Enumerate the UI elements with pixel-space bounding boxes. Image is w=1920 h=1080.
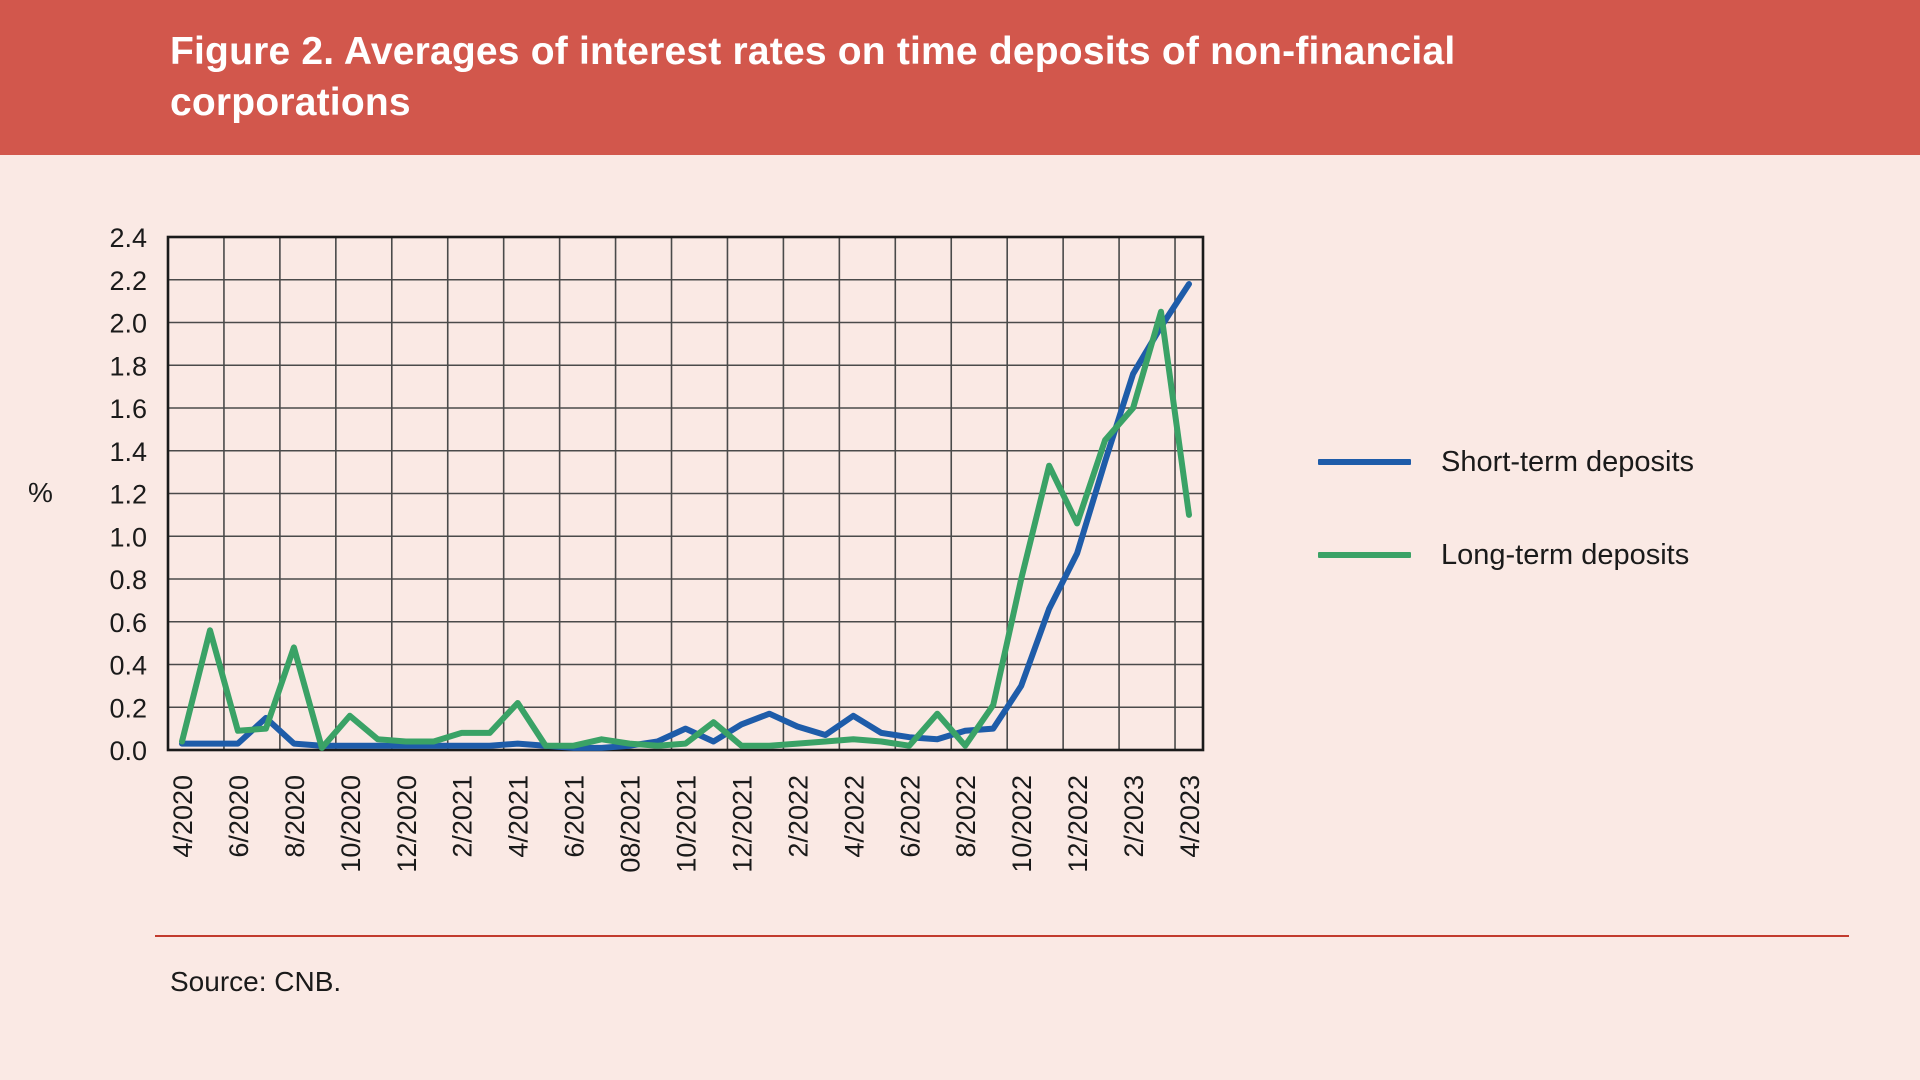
y-tick-label: 2.0 xyxy=(109,309,147,339)
y-tick-label: 0.0 xyxy=(109,736,147,766)
source-note: Source: CNB. xyxy=(170,966,342,997)
figure-title: Figure 2. Averages of interest rates on … xyxy=(170,29,1456,124)
x-tick-label: 2/2022 xyxy=(783,775,813,858)
x-tick-label: 6/2022 xyxy=(895,775,925,858)
x-tick-label: 10/2020 xyxy=(336,775,366,873)
x-tick-label: 2/2021 xyxy=(448,775,478,858)
short-term-deposits-line xyxy=(179,281,1192,751)
x-tick-label: 12/2022 xyxy=(1063,775,1093,873)
x-tick-label: 12/2021 xyxy=(727,775,757,873)
short-term-line-swatch xyxy=(1318,459,1411,465)
y-tick-label: 0.2 xyxy=(109,693,147,723)
y-tick-label: 1.2 xyxy=(109,480,147,510)
figure-title-banner: Figure 2. Averages of interest rates on … xyxy=(0,0,1920,155)
y-tick-label: 2.2 xyxy=(109,266,147,296)
x-tick-label: 8/2022 xyxy=(951,775,981,858)
y-tick-label: 0.4 xyxy=(109,651,147,681)
x-tick-label: 10/2022 xyxy=(1007,775,1037,873)
separator-rule xyxy=(155,935,1849,937)
x-tick-label: 2/2023 xyxy=(1119,775,1149,858)
y-axis-unit-label: % xyxy=(28,477,53,508)
y-tick-label: 1.0 xyxy=(109,522,147,552)
x-tick-label: 4/2023 xyxy=(1175,775,1205,858)
y-tick-label: 1.4 xyxy=(109,437,147,467)
x-tick-label: 10/2021 xyxy=(672,775,702,873)
legend-item-long-term: Long-term deposits xyxy=(1318,529,1694,581)
x-tick-label: 08/2021 xyxy=(616,775,646,873)
x-tick-label: 4/2021 xyxy=(504,775,534,858)
y-tick-label: 0.8 xyxy=(109,565,147,595)
chart-legend: Short-term deposits Long-term deposits xyxy=(1318,436,1694,622)
y-tick-label: 0.6 xyxy=(109,608,147,638)
x-tick-label: 6/2020 xyxy=(224,775,254,858)
x-tick-label: 6/2021 xyxy=(560,775,590,858)
long-term-line-swatch xyxy=(1318,552,1411,558)
legend-item-short-term: Short-term deposits xyxy=(1318,436,1694,488)
y-tick-label: 2.4 xyxy=(109,223,147,253)
x-tick-label: 12/2020 xyxy=(392,775,422,873)
long-term-deposits-line xyxy=(179,308,1192,751)
x-tick-label: 8/2020 xyxy=(280,775,310,858)
y-tick-label: 1.6 xyxy=(109,394,147,424)
plot-border xyxy=(166,235,1205,752)
legend-label-long-term: Long-term deposits xyxy=(1441,538,1690,571)
y-tick-label: 1.8 xyxy=(109,351,147,381)
x-tick-label: 4/2020 xyxy=(168,775,198,858)
legend-label-short-term: Short-term deposits xyxy=(1441,445,1695,478)
x-tick-label: 4/2022 xyxy=(839,775,869,858)
